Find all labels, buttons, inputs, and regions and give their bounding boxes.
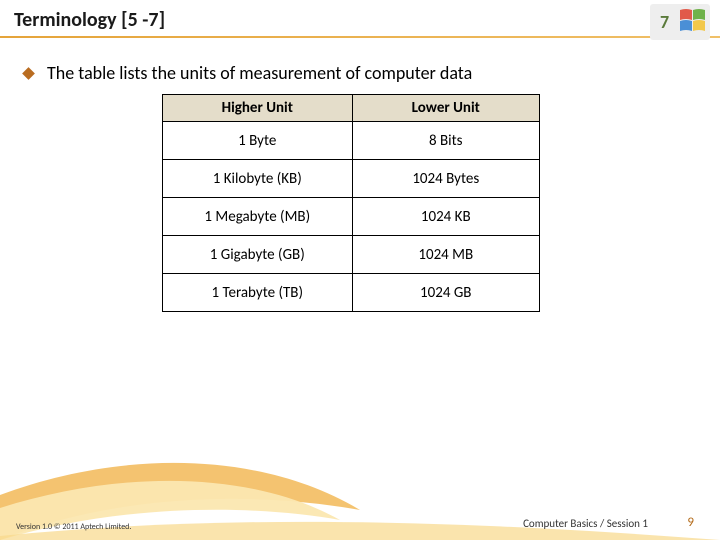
cell: 1 Gigabyte (GB) (163, 236, 353, 274)
bullet-diamond-icon (22, 67, 35, 80)
slide: Terminology [5 -7] 7 The table lists the… (0, 0, 720, 540)
cell: 1 Megabyte (MB) (163, 198, 353, 236)
table-header-row: Higher Unit Lower Unit (163, 95, 540, 122)
cell: 1024 GB (352, 274, 539, 312)
svg-text:7: 7 (660, 11, 669, 33)
bullet-line: The table lists the units of measurement… (24, 62, 472, 84)
cell: 1 Terabyte (TB) (163, 274, 353, 312)
title-bar: Terminology [5 -7] 7 (0, 0, 720, 40)
cell: 1024 KB (352, 198, 539, 236)
cell: 8 Bits (352, 122, 539, 160)
page-number: 9 (687, 515, 694, 530)
col-header-higher: Higher Unit (163, 95, 353, 122)
units-table: Higher Unit Lower Unit 1 Byte 8 Bits 1 K… (162, 94, 540, 312)
col-header-lower: Lower Unit (352, 95, 539, 122)
page-title: Terminology [5 -7] (14, 8, 165, 32)
cell: 1024 MB (352, 236, 539, 274)
table-row: 1 Megabyte (MB) 1024 KB (163, 198, 540, 236)
table-row: 1 Gigabyte (GB) 1024 MB (163, 236, 540, 274)
table-row: 1 Terabyte (TB) 1024 GB (163, 274, 540, 312)
title-underline (0, 36, 720, 38)
table-row: 1 Kilobyte (KB) 1024 Bytes (163, 160, 540, 198)
footer-copyright: Version 1.0 © 2011 Aptech Limited. (16, 522, 131, 532)
cell: 1 Byte (163, 122, 353, 160)
windows7-logo-icon: 7 (650, 4, 710, 40)
bullet-text: The table lists the units of measurement… (47, 62, 472, 84)
cell: 1 Kilobyte (KB) (163, 160, 353, 198)
cell: 1024 Bytes (352, 160, 539, 198)
footer-session: Computer Basics / Session 1 (523, 517, 648, 530)
table-row: 1 Byte 8 Bits (163, 122, 540, 160)
